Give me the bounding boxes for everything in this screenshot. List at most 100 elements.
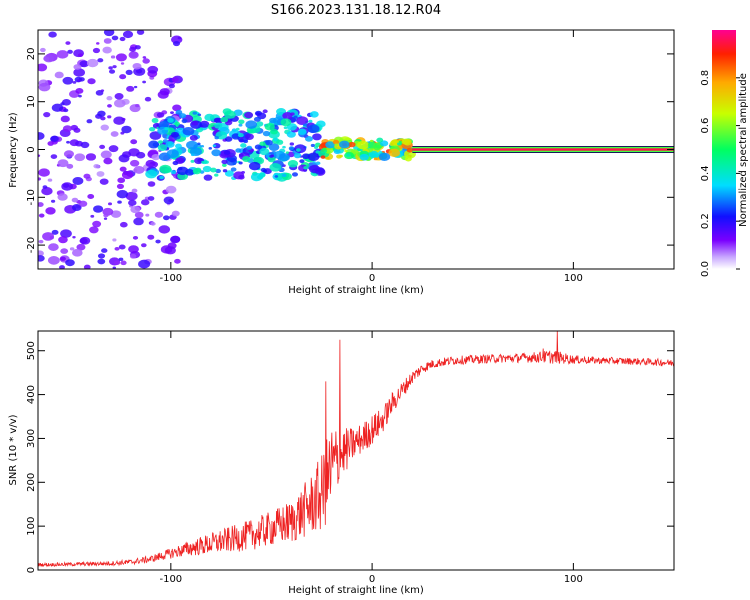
spectrogram-blob: [38, 250, 44, 257]
spectrogram-blob: [66, 140, 70, 144]
spectrogram-blob: [320, 155, 326, 159]
spectrogram-blob: [116, 183, 125, 189]
spectrogram-blob: [112, 238, 117, 242]
spectrogram-blob: [57, 193, 68, 201]
y-tick-label: 10: [26, 95, 37, 108]
spectrogram-feature: [38, 30, 183, 269]
spectrogram-blob: [116, 190, 129, 199]
spectrogram-blob: [61, 182, 74, 191]
spectrogram-blob: [272, 137, 279, 142]
spectrogram-blob: [100, 89, 105, 92]
spectrogram-blob: [111, 35, 119, 41]
spectrogram-blob: [131, 188, 138, 193]
spectrogram-blob: [192, 111, 197, 115]
spectrogram-blob: [199, 120, 210, 128]
spectrogram-blob: [121, 125, 132, 134]
spectrogram-blob: [158, 121, 170, 129]
spectrogram-blob: [66, 163, 74, 169]
spectrogram-blob: [38, 132, 45, 140]
spectrogram-blob: [115, 53, 127, 62]
spectrogram-blob: [204, 160, 209, 164]
spectrogram-blob: [145, 213, 150, 217]
spectrogram-blob: [97, 253, 106, 259]
spectrogram-blob: [83, 173, 91, 179]
spectrogram-blob: [168, 83, 175, 89]
spectrogram-blob: [48, 243, 59, 251]
spectrogram-blob: [38, 177, 41, 181]
spectrogram-blob: [302, 153, 310, 160]
spectrogram-blob: [119, 36, 126, 42]
y-tick-label: -20: [26, 237, 37, 253]
spectrogram-blob: [269, 163, 282, 172]
spectrogram-blob: [99, 178, 109, 185]
spectrogram-blob: [112, 65, 117, 69]
spectrogram-blob: [43, 112, 51, 118]
spectrogram-blob: [133, 85, 138, 89]
spectrogram-blob: [303, 165, 309, 170]
colorbar: 0.0 0.2 0.4 0.6 0.8 Normalized spectral ampl…: [700, 30, 749, 277]
spectrogram-blob: [130, 206, 141, 214]
spectrogram-blob: [163, 196, 175, 205]
spectrogram-blob: [240, 143, 247, 148]
spectrogram-blob: [141, 243, 147, 248]
spectrogram-blob: [78, 200, 88, 207]
spectrogram-blob: [151, 153, 161, 161]
spectrogram-blob: [212, 144, 217, 147]
spectrogram-blob: [197, 142, 201, 146]
spectrogram-blob: [312, 133, 322, 141]
spectrogram-blob: [378, 152, 391, 161]
spectrogram-blob: [59, 256, 66, 261]
spectrogram-blob: [151, 118, 159, 124]
spectrogram-blob: [376, 137, 384, 143]
spectrogram-blob: [129, 46, 136, 52]
spectrogram-blob: [368, 150, 379, 158]
spectrogram-blob: [333, 149, 341, 155]
colorbar-tick-label: 0.6: [700, 118, 711, 134]
spectrogram-blob: [295, 148, 301, 152]
x-tick-label: 0: [369, 273, 375, 284]
spectrogram-blob: [259, 141, 266, 147]
snr-series-line: [38, 331, 674, 568]
spectrogram-blob: [235, 148, 242, 153]
snr-background: [38, 331, 674, 570]
spectrogram-blob: [294, 144, 307, 154]
spectrogram-blob: [243, 139, 249, 144]
colorbar-gradient: [712, 30, 736, 269]
spectrogram-blob: [100, 150, 112, 159]
spectrogram-blob: [172, 40, 181, 47]
spectrogram-blob: [175, 109, 183, 115]
spectrogram-blob: [315, 161, 321, 165]
snr-frame: [37, 330, 675, 571]
spectrogram-blob: [157, 144, 168, 151]
x-tick-label: 100: [564, 273, 583, 284]
spectrogram-blob: [50, 199, 56, 203]
spectrogram-blob: [50, 135, 59, 142]
spectrogram-blob: [174, 121, 180, 126]
spectrogram-blob: [96, 165, 101, 169]
spectrogram-blob: [119, 166, 127, 172]
spectrogram-blob: [103, 30, 115, 37]
spectrogram-blob: [100, 116, 106, 121]
spectrogram-blob: [75, 87, 84, 94]
spectrogram-blob: [65, 41, 71, 45]
spectrogram-blob: [60, 229, 72, 238]
spectrogram-blob: [108, 202, 113, 206]
spectrogram-blob: [108, 69, 116, 74]
x-tick-label: -100: [159, 574, 182, 585]
spectrogram-blob: [282, 112, 293, 120]
spectrogram-blob: [310, 143, 316, 148]
spectrogram-blob: [38, 154, 41, 157]
spectrogram-blob: [224, 136, 233, 142]
spectrogram-blob: [214, 122, 223, 129]
spectrogram-blob: [167, 118, 174, 123]
spectrogram-blob: [406, 147, 414, 153]
spectrogram-blob: [224, 170, 234, 177]
spectrogram-blob: [165, 141, 175, 148]
spectrogram-blob: [238, 119, 245, 125]
spectrogram-blob: [157, 90, 169, 99]
spectrogram-blob: [307, 152, 320, 162]
spectrogram-blob: [214, 136, 219, 140]
spectrogram-blob: [41, 187, 53, 196]
spectrogram-blob: [280, 118, 292, 127]
spectrogram-blob: [291, 172, 299, 177]
